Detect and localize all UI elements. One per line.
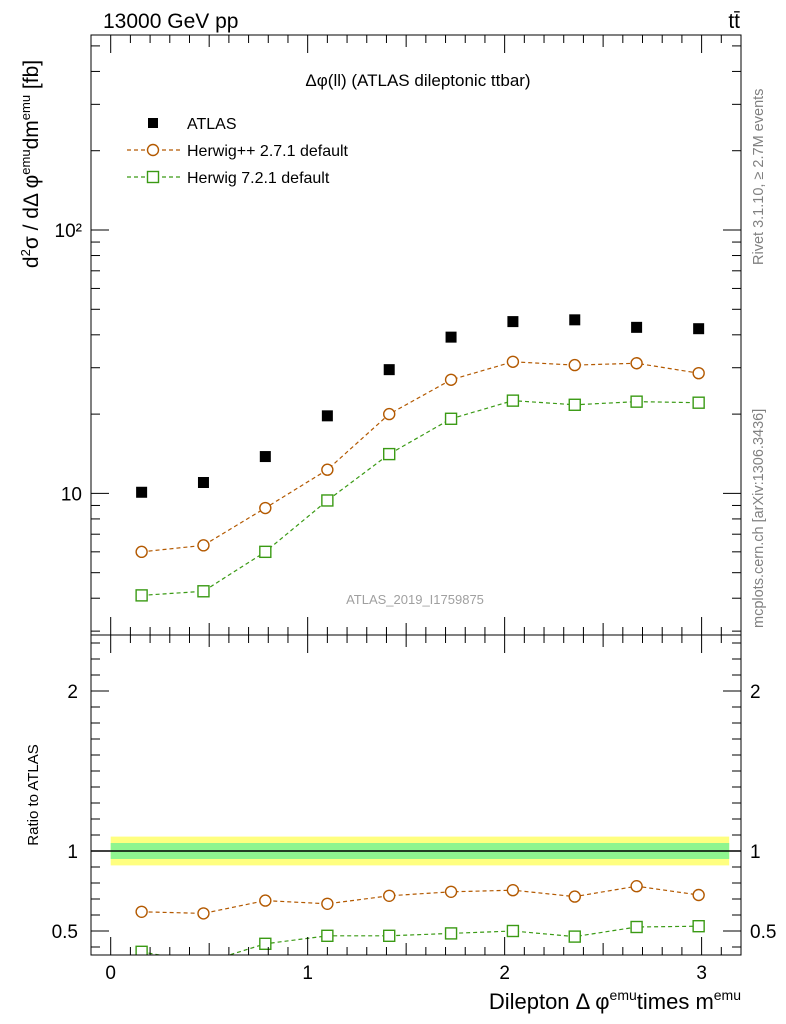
y-axis-label-main-text2: σ / dΔ φ [20,175,43,249]
herwig7-point [197,585,210,598]
y-axis-label-main-text: d [20,256,43,268]
atlas-point [507,316,519,328]
y-tick-label-ratio-right: 0.5 [750,922,776,943]
legend: ATLAS Herwig++ 2.7.1 default Herwig 7.2.… [127,116,349,187]
legend-atlas-marker [148,118,158,128]
herwig7-point [321,494,334,507]
y-tick-label-ratio: 1 [67,842,78,863]
y-axis-label-main-sup2: emu [18,149,33,174]
herwig7-point [259,545,272,559]
herwigpp-ratio-point [630,880,643,893]
atlas-point [136,486,148,498]
herwigpp-ratio-point [259,894,272,907]
herwigpp-point [259,501,272,515]
main-panel: Δφ(ll) (ATLAS dileptonic ttbar) ATLAS_20… [55,35,742,635]
herwig7-ratio-point [135,945,148,955]
header-right: tt̄ [728,10,740,33]
herwigpp-point [321,463,334,476]
x-axis-label: Dilepton Δ φemutimes memu [489,987,741,1014]
atlas-point [321,410,333,422]
herwig7-ratio-point [692,920,705,933]
herwigpp-point [197,539,210,552]
y-tick-label-main: 10² [55,221,82,242]
herwig7-ratio-point [321,929,334,942]
herwig7-point [135,589,148,602]
herwigpp-ratio-point [383,889,396,902]
herwig7-point [630,395,643,408]
herwigpp-ratio-point [321,897,334,910]
herwig7-ratio-point [198,958,209,969]
herwigpp-ratio-point [506,884,520,897]
herwigpp-ratio-point [692,888,705,902]
x-axis-label-sup2: emu [714,987,741,1003]
legend-herwig7-label: Herwig 7.2.1 default [187,170,330,187]
herwig7-ratio-point [259,937,272,950]
y-tick-label-ratio: 0.5 [52,922,78,943]
atlas-point [445,331,457,343]
y-axis-label-main-text3: dm [20,120,43,149]
y-tick-label-ratio-right: 1 [750,842,761,863]
herwig7-ratio-point [383,929,396,942]
herwigpp-ratio-point [444,885,458,898]
x-tick-label: 0 [105,963,116,984]
herwigpp-point [630,357,643,370]
atlas-point [197,476,209,488]
x-tick-label: 3 [696,963,707,984]
legend-herwigpp-label: Herwig++ 2.7.1 default [187,143,349,160]
y-tick-label-main: 10 [61,484,82,505]
y-axis-label-main-text4: [fb] [20,60,43,95]
herwigpp-point [383,407,396,421]
herwigpp-point [506,355,520,368]
y-axis-label-ratio: Ratio to ATLAS [25,744,42,845]
x-tick-label: 2 [499,963,510,984]
watermark: ATLAS_2019_I1759875 [346,592,484,607]
herwig7-ratio-point [568,930,581,943]
y-axis-label-main-sup3: emu [18,95,33,120]
herwigpp-point [692,366,705,380]
x-axis-label-text1: Dilepton Δ φ [489,989,610,1014]
herwig7-point [383,447,396,461]
herwigpp-ratio-point [135,905,148,918]
x-axis-label-sup1: emu [610,987,637,1003]
y-tick-label-ratio: 2 [67,682,78,703]
herwig7-point [444,412,458,425]
herwig7-ratio-line [141,925,699,955]
herwigpp-point [568,358,581,372]
x-tick-label: 1 [302,963,313,984]
y-tick-label-ratio-right: 2 [750,682,761,703]
herwigpp-ratio-point [197,907,210,920]
y-axis-label-main: d2σ / dΔ φemudmemu [fb] [18,60,43,268]
herwig7-point [506,394,520,407]
ratio-panel: 0.5 0.5 1 1 2 2 0 1 2 3 [52,635,776,984]
legend-herwigpp-marker [146,143,160,157]
atlas-point [693,323,705,335]
herwig7-ratio-point [506,924,520,938]
header-left: 13000 GeV pp [103,10,238,33]
herwig7-ratio-point [444,927,458,940]
herwig7-ratio-point [630,920,643,934]
legend-herwig7-marker [146,170,160,184]
herwig7-point [568,398,581,411]
herwigpp-line [141,361,699,553]
ratio-plot-area [91,836,741,969]
legend-atlas-label: ATLAS [187,116,237,133]
atlas-point [259,451,271,463]
herwigpp-ratio-point [568,890,581,903]
atlas-point [383,364,395,376]
herwigpp-point [444,373,458,386]
rivet-label: Rivet 3.1.10, ≥ 2.7M events [751,89,767,265]
herwigpp-ratio-line [141,885,699,915]
atlas-point [569,314,581,326]
plot-title: Δφ(ll) (ATLAS dileptonic ttbar) [305,71,530,90]
atlas-point [631,321,643,333]
herwigpp-point [135,545,148,559]
x-axis-label-text2: times m [637,989,714,1014]
ratio-panel-frame [90,634,742,956]
herwig7-line [141,400,699,596]
mcplots-label: mcplots.cern.ch [arXiv:1306.3436] [751,409,767,628]
y-axis-label-main-sup1: 2 [18,249,33,256]
herwig7-point [692,396,705,409]
